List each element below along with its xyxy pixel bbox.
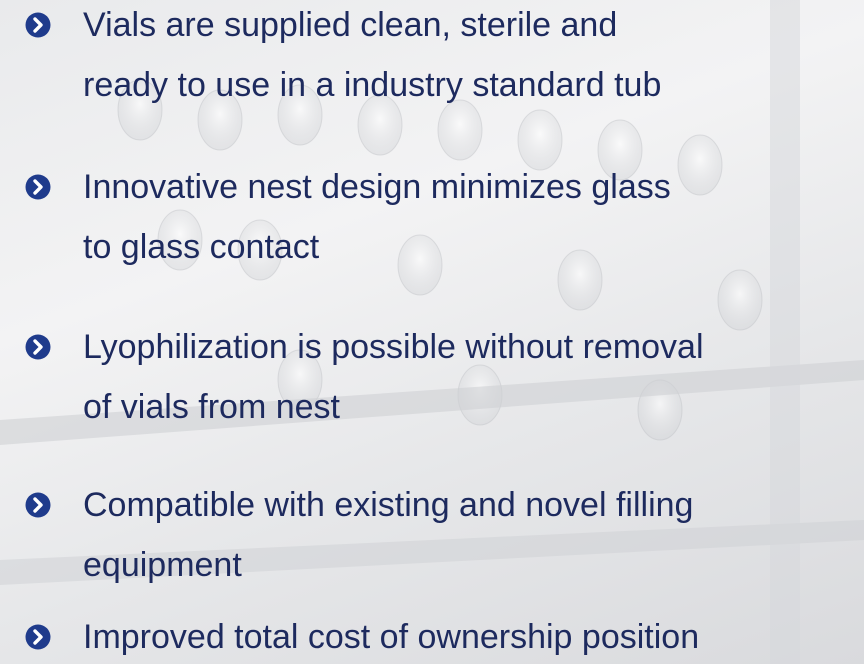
bullet-text: of vials from nest [83, 377, 340, 437]
bullet-icon [25, 12, 51, 38]
bullet-icon [25, 492, 51, 518]
bullet-icon [25, 174, 51, 200]
bullet-icon [25, 624, 51, 650]
bullet-text: equipment [83, 535, 242, 595]
slide: Vials are supplied clean, sterile andrea… [0, 0, 864, 664]
bullet-text: Compatible with existing and novel filli… [83, 475, 693, 535]
bullet-text: Improved total cost of ownership positio… [83, 607, 699, 664]
bullet-text: Lyophilization is possible without remov… [83, 317, 704, 377]
bullet-text: Innovative nest design minimizes glass [83, 157, 671, 217]
bullet-icon [25, 334, 51, 360]
bullet-text: to glass contact [83, 217, 319, 277]
bullet-text: ready to use in a industry standard tub [83, 55, 661, 115]
bullet-text: Vials are supplied clean, sterile and [83, 0, 617, 55]
